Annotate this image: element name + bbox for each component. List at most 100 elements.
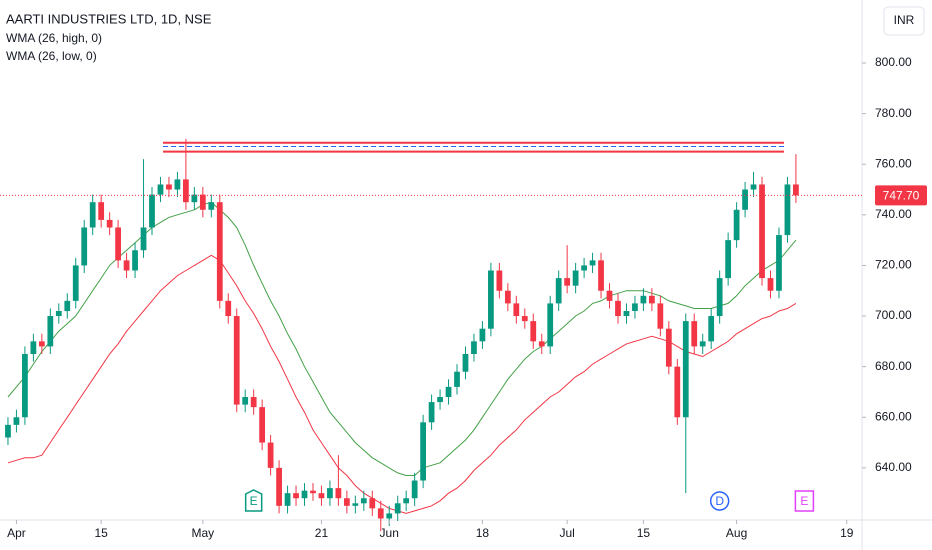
event-label: E [250, 494, 258, 508]
candle-body [199, 194, 206, 210]
candle-body [750, 184, 757, 190]
candle-body [301, 490, 308, 499]
y-tick-label: 640.00 [875, 460, 912, 474]
candle-body [225, 300, 232, 317]
candle-body [293, 493, 299, 499]
candle-body [411, 480, 418, 499]
candle-body [538, 341, 545, 347]
candle-body [665, 328, 672, 367]
candle-body [191, 194, 198, 203]
candle-body [352, 503, 359, 506]
candle-body [5, 424, 11, 438]
candle-body [589, 260, 596, 266]
legend-entry: WMA (26, high, 0) [6, 31, 102, 45]
chart-title: AARTI INDUSTRIES LTD, 1D, NSE [6, 11, 212, 26]
candle-body [623, 310, 630, 317]
candle-body [504, 290, 511, 304]
candle-body [691, 321, 698, 347]
candle-body [259, 407, 266, 443]
candle-body [38, 341, 45, 347]
candle-body [699, 341, 706, 347]
candle-body [267, 442, 274, 468]
y-tick-label: 780.00 [875, 106, 912, 120]
wma-line [7, 201, 797, 476]
candle-body [149, 194, 155, 228]
legend-entry: WMA (26, low, 0) [6, 49, 97, 63]
x-tick-label: Jun [380, 526, 399, 540]
candle-body [572, 270, 579, 286]
candle-body [640, 295, 647, 304]
candle-body [471, 341, 477, 355]
candle-body [13, 417, 20, 425]
candle-body [276, 467, 282, 506]
candle-body [386, 513, 393, 519]
candle-body [606, 290, 613, 301]
candle-body [123, 260, 130, 271]
event-marker [794, 490, 815, 512]
candle-body [420, 422, 427, 481]
candle-body [157, 184, 164, 195]
candle-body [72, 265, 79, 301]
candle-body [55, 310, 62, 317]
candle-body [335, 488, 342, 499]
candle-body [403, 498, 410, 504]
y-tick-label: 660.00 [875, 409, 912, 423]
candle-body [657, 303, 664, 329]
candle-body [742, 189, 748, 210]
candle-body [615, 300, 621, 317]
candle-body [216, 202, 223, 301]
candle-body [479, 328, 486, 342]
candle-body [488, 270, 494, 329]
candle-body [64, 300, 71, 311]
candle-body [343, 498, 350, 506]
candle-body [394, 503, 401, 514]
candle-body [674, 366, 681, 418]
candle-body [250, 397, 257, 408]
candle-body [598, 260, 604, 291]
candle-body [115, 227, 121, 261]
candle-body [530, 321, 537, 342]
candle-body [555, 278, 562, 304]
candle-body [106, 219, 113, 228]
candle-body [47, 316, 54, 347]
y-tick-label: 760.00 [875, 156, 912, 170]
currency[interactable]: INR [894, 13, 915, 27]
candle-body [327, 488, 333, 499]
x-tick-label: Apr [7, 526, 26, 540]
y-tick-label: 680.00 [875, 359, 912, 373]
last-price-box [875, 185, 927, 206]
candle-body [496, 270, 503, 291]
candle-body [428, 402, 435, 423]
last-price-label: 747.70 [883, 189, 920, 203]
candle-body [521, 316, 528, 322]
y-tick-label: 740.00 [875, 207, 912, 221]
candle-body [581, 265, 587, 271]
y-tick-label: 720.00 [875, 258, 912, 272]
candle-body [454, 371, 460, 387]
candle-body [733, 209, 740, 241]
x-tick-label: 15 [94, 526, 108, 540]
candle-body [708, 316, 715, 342]
candle-body [318, 493, 325, 499]
candle-body [725, 240, 732, 279]
candle-body [140, 227, 147, 251]
candle-body [445, 386, 452, 398]
candle-body [81, 227, 88, 266]
candle-body [784, 184, 791, 236]
event-label: E [800, 494, 808, 508]
x-tick-label: 18 [476, 526, 490, 540]
candle-body [98, 202, 105, 220]
candle-body [284, 493, 291, 506]
candle-body [208, 202, 215, 210]
currency-box[interactable] [883, 6, 925, 36]
candle-body [767, 278, 774, 291]
candle-body [242, 397, 249, 405]
candle-body [183, 179, 189, 203]
y-tick-label: 800.00 [875, 55, 912, 69]
candle-body [462, 354, 469, 372]
candle-body [174, 179, 181, 190]
candle-body [166, 184, 172, 190]
candle-body [513, 303, 520, 317]
plot-area [0, 138, 862, 532]
